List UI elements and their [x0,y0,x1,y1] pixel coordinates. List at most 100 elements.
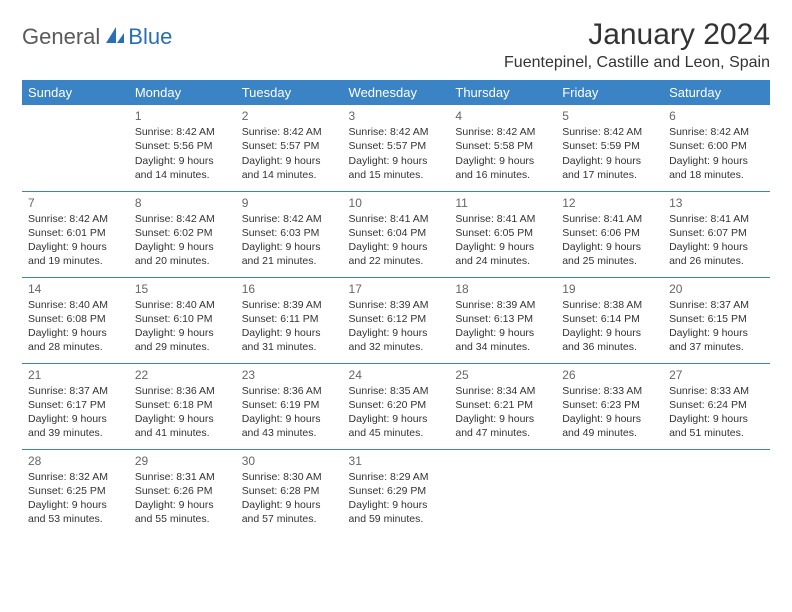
day-detail-line: and 45 minutes. [349,426,444,440]
day-detail-line: and 53 minutes. [28,512,123,526]
calendar-cell: 26Sunrise: 8:33 AMSunset: 6:23 PMDayligh… [556,363,663,449]
day-number: 28 [28,453,123,469]
day-detail-line: Sunrise: 8:32 AM [28,470,123,484]
weekday-header: Wednesday [343,80,450,105]
day-number: 21 [28,367,123,383]
day-detail-line: and 39 minutes. [28,426,123,440]
day-detail-line: and 17 minutes. [562,168,657,182]
day-number: 23 [242,367,337,383]
day-detail-line: and 14 minutes. [242,168,337,182]
calendar-cell: 7Sunrise: 8:42 AMSunset: 6:01 PMDaylight… [22,191,129,277]
day-number: 25 [455,367,550,383]
day-detail-line: and 22 minutes. [349,254,444,268]
day-detail-line: Sunrise: 8:38 AM [562,298,657,312]
day-detail-line: Sunrise: 8:42 AM [135,125,230,139]
calendar-cell: 27Sunrise: 8:33 AMSunset: 6:24 PMDayligh… [663,363,770,449]
day-detail-line: Sunset: 6:02 PM [135,226,230,240]
day-detail-line: Daylight: 9 hours [562,240,657,254]
calendar-cell [22,105,129,191]
calendar-cell: 12Sunrise: 8:41 AMSunset: 6:06 PMDayligh… [556,191,663,277]
calendar-row: 28Sunrise: 8:32 AMSunset: 6:25 PMDayligh… [22,449,770,535]
day-detail-line: Daylight: 9 hours [562,154,657,168]
day-detail-line: Sunrise: 8:42 AM [455,125,550,139]
day-detail-line: and 59 minutes. [349,512,444,526]
day-number: 31 [349,453,444,469]
day-detail-line: and 24 minutes. [455,254,550,268]
weekday-header: Friday [556,80,663,105]
day-detail-line: Sunrise: 8:35 AM [349,384,444,398]
page-title: January 2024 [504,18,770,52]
day-detail-line: Sunset: 6:05 PM [455,226,550,240]
calendar-cell: 28Sunrise: 8:32 AMSunset: 6:25 PMDayligh… [22,449,129,535]
day-detail-line: Daylight: 9 hours [669,326,764,340]
day-detail-line: Sunset: 5:59 PM [562,139,657,153]
calendar-cell: 4Sunrise: 8:42 AMSunset: 5:58 PMDaylight… [449,105,556,191]
day-detail-line: Sunrise: 8:40 AM [28,298,123,312]
day-detail-line: Sunrise: 8:37 AM [669,298,764,312]
calendar-row: 1Sunrise: 8:42 AMSunset: 5:56 PMDaylight… [22,105,770,191]
logo-text-blue: Blue [128,24,172,50]
day-detail-line: and 57 minutes. [242,512,337,526]
day-number: 30 [242,453,337,469]
day-number: 29 [135,453,230,469]
weekday-header: Thursday [449,80,556,105]
calendar-cell: 31Sunrise: 8:29 AMSunset: 6:29 PMDayligh… [343,449,450,535]
day-number: 19 [562,281,657,297]
day-detail-line: Daylight: 9 hours [349,154,444,168]
day-detail-line: Daylight: 9 hours [28,326,123,340]
day-detail-line: and 15 minutes. [349,168,444,182]
day-detail-line: Sunrise: 8:31 AM [135,470,230,484]
day-detail-line: Sunrise: 8:41 AM [349,212,444,226]
day-detail-line: Daylight: 9 hours [455,412,550,426]
day-detail-line: Sunrise: 8:42 AM [28,212,123,226]
day-number: 27 [669,367,764,383]
day-detail-line: Daylight: 9 hours [455,154,550,168]
day-number: 15 [135,281,230,297]
day-detail-line: Daylight: 9 hours [135,412,230,426]
day-detail-line: and 49 minutes. [562,426,657,440]
day-number: 6 [669,108,764,124]
calendar-table: Sunday Monday Tuesday Wednesday Thursday… [22,80,770,535]
day-detail-line: Sunrise: 8:42 AM [242,125,337,139]
day-detail-line: Daylight: 9 hours [349,498,444,512]
day-detail-line: Sunrise: 8:30 AM [242,470,337,484]
weekday-header-row: Sunday Monday Tuesday Wednesday Thursday… [22,80,770,105]
day-detail-line: Sunrise: 8:42 AM [669,125,764,139]
calendar-cell: 10Sunrise: 8:41 AMSunset: 6:04 PMDayligh… [343,191,450,277]
day-detail-line: and 14 minutes. [135,168,230,182]
day-number: 18 [455,281,550,297]
day-detail-line: Daylight: 9 hours [28,498,123,512]
day-detail-line: Daylight: 9 hours [455,326,550,340]
day-detail-line: Daylight: 9 hours [135,498,230,512]
calendar-cell: 21Sunrise: 8:37 AMSunset: 6:17 PMDayligh… [22,363,129,449]
day-detail-line: Sunrise: 8:36 AM [242,384,337,398]
calendar-row: 7Sunrise: 8:42 AMSunset: 6:01 PMDaylight… [22,191,770,277]
calendar-cell: 14Sunrise: 8:40 AMSunset: 6:08 PMDayligh… [22,277,129,363]
day-detail-line: Sunrise: 8:37 AM [28,384,123,398]
calendar-cell: 16Sunrise: 8:39 AMSunset: 6:11 PMDayligh… [236,277,343,363]
day-detail-line: Sunset: 6:06 PM [562,226,657,240]
day-number: 16 [242,281,337,297]
calendar-cell [556,449,663,535]
day-detail-line: Sunset: 6:10 PM [135,312,230,326]
day-detail-line: Daylight: 9 hours [242,154,337,168]
header: General Blue January 2024 Fuentepinel, C… [22,18,770,72]
day-detail-line: Daylight: 9 hours [562,326,657,340]
day-detail-line: and 37 minutes. [669,340,764,354]
day-detail-line: Sunrise: 8:42 AM [349,125,444,139]
day-detail-line: and 41 minutes. [135,426,230,440]
calendar-cell: 9Sunrise: 8:42 AMSunset: 6:03 PMDaylight… [236,191,343,277]
day-detail-line: and 28 minutes. [28,340,123,354]
calendar-cell: 17Sunrise: 8:39 AMSunset: 6:12 PMDayligh… [343,277,450,363]
day-detail-line: Sunrise: 8:42 AM [135,212,230,226]
calendar-cell [663,449,770,535]
calendar-cell: 25Sunrise: 8:34 AMSunset: 6:21 PMDayligh… [449,363,556,449]
calendar-cell: 22Sunrise: 8:36 AMSunset: 6:18 PMDayligh… [129,363,236,449]
day-detail-line: Sunrise: 8:41 AM [669,212,764,226]
weekday-header: Saturday [663,80,770,105]
day-detail-line: Sunrise: 8:41 AM [562,212,657,226]
day-detail-line: Daylight: 9 hours [242,498,337,512]
calendar-row: 21Sunrise: 8:37 AMSunset: 6:17 PMDayligh… [22,363,770,449]
calendar-cell: 3Sunrise: 8:42 AMSunset: 5:57 PMDaylight… [343,105,450,191]
day-number: 8 [135,195,230,211]
